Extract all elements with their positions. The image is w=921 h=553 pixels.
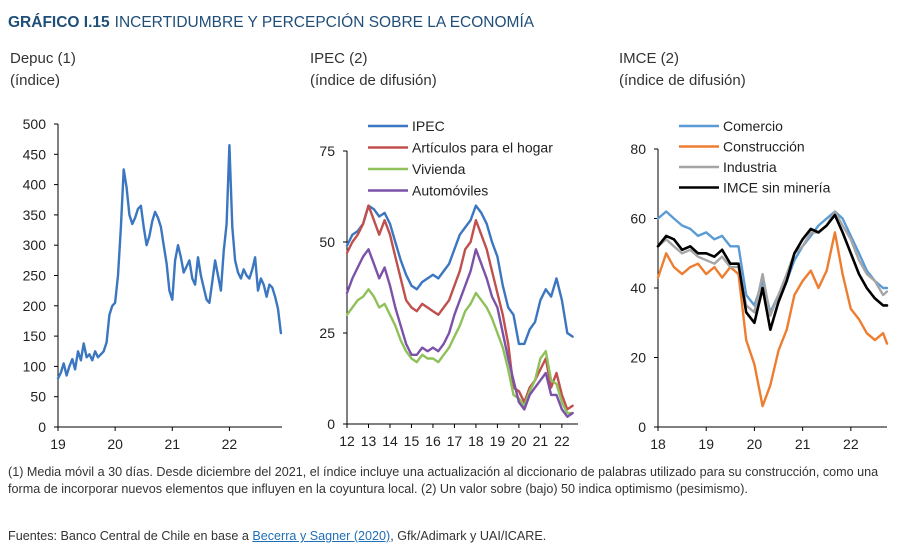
x-tick-label: 19 — [490, 433, 506, 449]
panel-title-depuc: Depuc (1) (índice) — [10, 48, 76, 92]
x-tick-label: 13 — [361, 433, 377, 449]
panel-subtitle-text: (índice de difusión) — [310, 72, 437, 89]
y-tick-label: 350 — [23, 207, 47, 223]
panel-title-text: Depuc (1) — [10, 50, 76, 67]
y-tick-label: 50 — [319, 234, 335, 250]
legend-label: Automóviles — [412, 183, 488, 199]
figure-title: INCERTIDUMBRE Y PERCEPCIÓN SOBRE LA ECON… — [114, 14, 535, 31]
y-tick-label: 100 — [23, 358, 47, 374]
y-tick-label: 50 — [30, 389, 46, 405]
y-tick-label: 20 — [630, 350, 646, 366]
legend-label: IMCE sin minería — [723, 180, 831, 196]
x-tick-label: 19 — [50, 436, 66, 452]
panel-title-ipec: IPEC (2) (índice de difusión) — [310, 48, 437, 92]
y-tick-label: 250 — [23, 268, 47, 284]
y-tick-label: 80 — [630, 141, 646, 157]
x-tick-label: 22 — [222, 436, 238, 452]
chart-header: GRÁFICO I.15 INCERTIDUMBRE Y PERCEPCIÓN S… — [8, 14, 534, 32]
y-tick-label: 75 — [319, 143, 335, 159]
x-tick-label: 17 — [447, 433, 463, 449]
legend-label: Industria — [723, 159, 777, 175]
source-line: Fuentes: Banco Central de Chile en base … — [8, 529, 546, 543]
series-line — [345, 204, 574, 346]
x-tick-label: 20 — [747, 436, 763, 452]
y-tick-label: 25 — [319, 325, 335, 341]
x-tick-label: 19 — [698, 436, 714, 452]
y-tick-label: 0 — [327, 416, 335, 432]
x-tick-label: 18 — [650, 436, 666, 452]
x-tick-label: 21 — [164, 436, 180, 452]
x-tick-label: 21 — [795, 436, 811, 452]
x-tick-label: 20 — [511, 433, 527, 449]
legend-label: Vivienda — [412, 161, 466, 177]
legend-label: IPEC — [412, 118, 445, 134]
series-line — [656, 210, 889, 317]
x-tick-label: 12 — [339, 433, 355, 449]
y-tick-label: 500 — [23, 116, 47, 132]
x-tick-label: 20 — [107, 436, 123, 452]
panel-title-text: IPEC (2) — [310, 50, 368, 67]
source-suffix: , Gfk/Adimark y UAI/ICARE. — [390, 529, 547, 543]
legend-label: Comercio — [723, 118, 783, 134]
y-tick-label: 200 — [23, 298, 47, 314]
x-tick-label: 22 — [843, 436, 859, 452]
x-tick-label: 18 — [468, 433, 484, 449]
x-tick-label: 22 — [554, 433, 570, 449]
y-tick-label: 0 — [638, 419, 646, 435]
series-line — [56, 143, 283, 380]
series-line — [345, 248, 574, 418]
source-prefix: Fuentes: Banco Central de Chile en base … — [8, 529, 253, 543]
x-tick-label: 21 — [533, 433, 549, 449]
panel-title-imce: IMCE (2) (índice de difusión) — [619, 48, 746, 92]
panel-subtitle-text: (índice) — [10, 72, 61, 89]
y-tick-label: 400 — [23, 177, 47, 193]
y-tick-label: 0 — [38, 419, 46, 435]
y-tick-label: 40 — [630, 280, 646, 296]
y-tick-label: 60 — [630, 211, 646, 227]
series-line — [345, 288, 574, 415]
source-link[interactable]: Becerra y Sagner (2020) — [252, 529, 391, 543]
y-tick-label: 150 — [23, 328, 47, 344]
panel-subtitle-text: (índice de difusión) — [619, 72, 746, 89]
panel-title-text: IMCE (2) — [619, 50, 679, 67]
legend-label: Construcción — [723, 139, 805, 155]
y-tick-label: 300 — [23, 237, 47, 253]
y-tick-label: 450 — [23, 146, 47, 162]
series-line — [656, 213, 889, 332]
x-tick-label: 16 — [425, 433, 441, 449]
x-tick-label: 15 — [404, 433, 420, 449]
series-line — [656, 210, 889, 314]
footnote: (1) Media móvil a 30 días. Desde diciemb… — [8, 465, 879, 496]
series-line — [656, 231, 889, 408]
x-tick-label: 14 — [382, 433, 398, 449]
legend-label: Artículos para el hogar — [412, 140, 553, 156]
figure-number: GRÁFICO I.15 — [8, 14, 110, 31]
